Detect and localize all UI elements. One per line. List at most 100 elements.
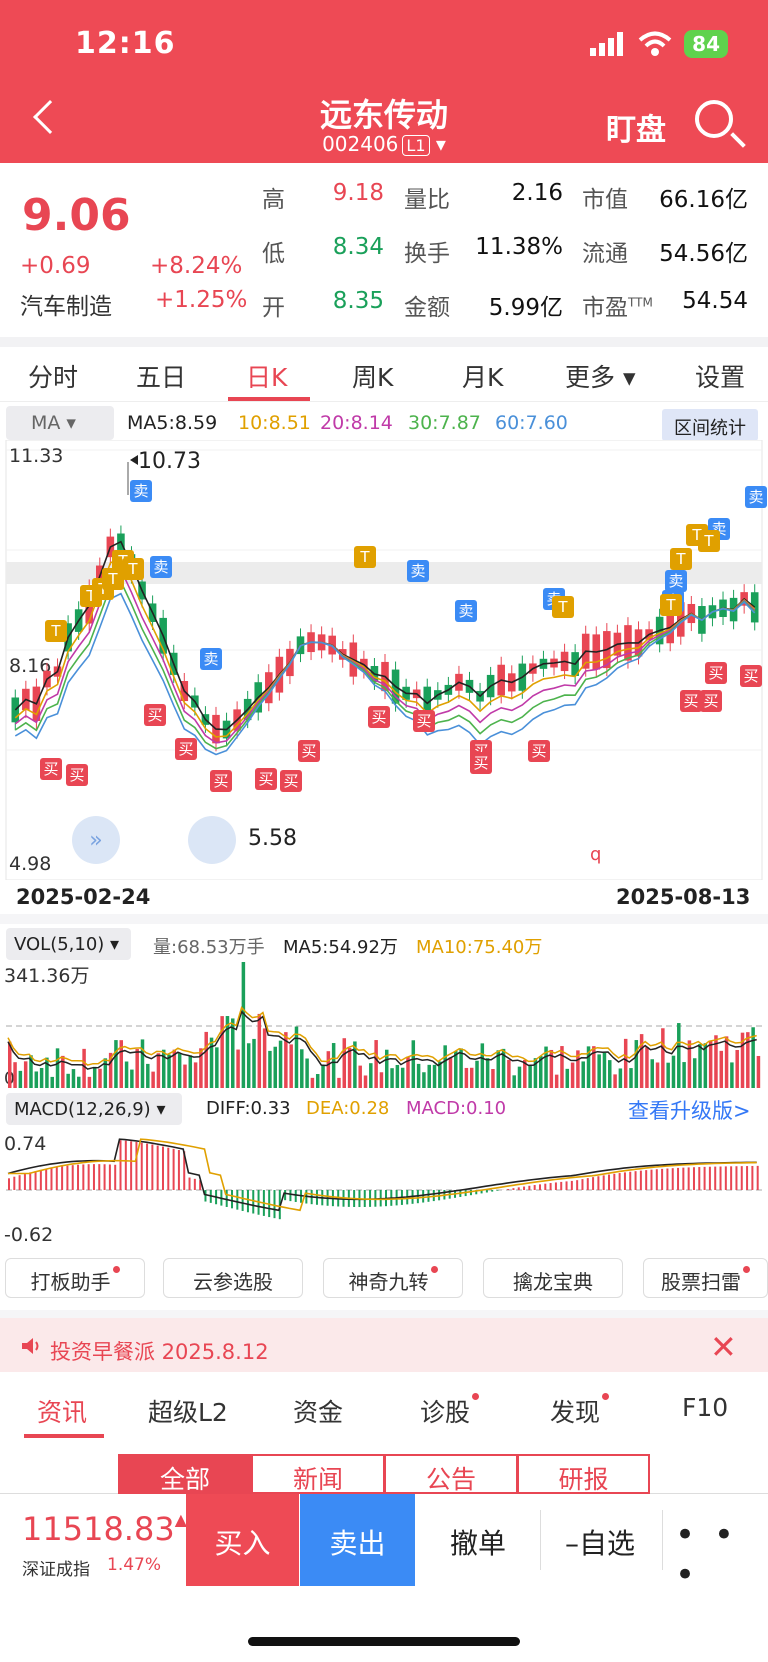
volume-bar [156, 1053, 161, 1088]
tool-button[interactable]: 打板助手 [5, 1258, 145, 1298]
volume-bar [310, 1077, 315, 1088]
info-tab[interactable]: 超级L2 [148, 1393, 228, 1429]
signal-label: 卖 [133, 482, 148, 500]
remove-watchlist-button[interactable]: –自选 [564, 1527, 635, 1560]
macd-chart[interactable]: 0.74 -0.62 [0, 1126, 768, 1256]
buy-signal: 买 [144, 704, 166, 726]
kline-chart[interactable]: 11.338.164.9810.735.58买 买买买买买买买买 买买买买买 买买买卖… [0, 440, 768, 880]
info-tab[interactable]: 资讯 [37, 1393, 87, 1429]
macd-bar [565, 1181, 568, 1190]
signal-label: 买 [371, 708, 386, 726]
vol-select[interactable]: VOL(5,10) ▾ [6, 928, 131, 960]
vol-select-label: VOL(5,10) [14, 934, 105, 955]
upgrade-link[interactable]: 查看升级版> [628, 1099, 751, 1123]
signal-label: 卖 [153, 558, 168, 576]
macd-bar [45, 1168, 48, 1190]
stat-label-sup: TTM [628, 295, 653, 310]
kline-tab[interactable]: 设置 [695, 358, 745, 394]
macd-min-label: -0.62 [4, 1224, 53, 1246]
macd-select[interactable]: MACD(12,26,9) ▾ [6, 1093, 182, 1125]
kline-tab[interactable]: 日K [246, 358, 287, 394]
buy-signal: 买 [175, 738, 197, 760]
kline-tab[interactable]: 分时 [28, 358, 78, 394]
macd-bar [294, 1190, 297, 1202]
home-indicator [248, 1637, 520, 1646]
macd-bar [87, 1164, 90, 1190]
sector-name[interactable]: 汽车制造 [20, 294, 112, 320]
macd-bar [103, 1164, 106, 1190]
watch-button[interactable]: 盯盘 [606, 113, 666, 148]
volume-chart[interactable]: 341.36万0 [0, 962, 768, 1090]
macd-bar [114, 1164, 117, 1190]
signal-label: T [675, 550, 686, 568]
macd-bar [18, 1175, 21, 1190]
macd-bar [560, 1181, 563, 1190]
zoom-icon[interactable] [188, 816, 236, 864]
expand-icon[interactable] [72, 816, 120, 864]
macd-bar [130, 1141, 133, 1190]
tool-button[interactable]: 股票扫雷 [643, 1258, 768, 1298]
stock-code[interactable]: 002406 L1 ▾ [322, 132, 446, 156]
signal-label: 卖 [748, 488, 763, 506]
volume-bar [554, 1074, 559, 1088]
info-tab[interactable]: 诊股 [420, 1393, 480, 1429]
notification-dot [112, 1266, 120, 1273]
kline-tab-label: 设置 [695, 363, 746, 392]
macd-bar [682, 1167, 685, 1190]
buy-signal: 买 [298, 740, 320, 762]
buy-button[interactable]: 买入 [186, 1494, 299, 1586]
volume-bar [151, 1071, 155, 1088]
t-signal: T [670, 548, 692, 570]
volume-bar [661, 1028, 665, 1088]
macd-bar [666, 1168, 669, 1190]
range-stat-button[interactable]: 区间统计 [662, 409, 758, 441]
stat-label-text: 换手 [404, 241, 450, 267]
caret-down-icon: ▾ [615, 363, 636, 392]
volume-bar [273, 1046, 277, 1088]
t-signal: T [122, 558, 144, 580]
news-sub-tab[interactable]: 新闻 [251, 1454, 385, 1494]
volume-bar [549, 1049, 554, 1088]
tool-button[interactable]: 擒龙宝典 [483, 1258, 623, 1298]
news-sub-tab[interactable]: 公告 [384, 1454, 518, 1494]
kline-tab[interactable]: 周K [352, 358, 393, 394]
macd-bar [724, 1166, 727, 1190]
sell-signal: 卖 [150, 556, 172, 578]
kline-tab[interactable]: 更多 ▾ [565, 358, 636, 394]
t-signal: T [660, 594, 682, 616]
kline-tab[interactable]: 月K [462, 358, 503, 394]
promo-text[interactable]: 投资早餐派 2025.8.12 [50, 1340, 269, 1364]
macd-bar [677, 1167, 680, 1190]
more-button[interactable]: • • • [675, 1515, 738, 1595]
ma-select[interactable]: MA ▾ [6, 406, 114, 440]
macd-bar [77, 1164, 80, 1190]
sell-button[interactable]: 卖出 [300, 1494, 415, 1586]
volume-bar [29, 1055, 33, 1088]
info-tab[interactable]: F10 [682, 1393, 728, 1422]
volume-bar [475, 1060, 479, 1088]
macd-bar [586, 1178, 589, 1190]
volume-bar [459, 1048, 463, 1088]
close-icon[interactable]: ✕ [710, 1328, 737, 1366]
stat-label: 高 [262, 180, 285, 214]
promo-banner[interactable] [0, 1318, 768, 1372]
tool-button[interactable]: 云参选股 [163, 1258, 303, 1298]
index-value[interactable]: 11518.83▲ [22, 1510, 187, 1548]
kline-tab[interactable]: 五日 [136, 358, 186, 394]
header-bar: 12:16 84 远东传动 002406 L1 ▾ 盯盘 [0, 0, 768, 163]
news-sub-tab[interactable]: 全部 [118, 1454, 252, 1494]
macd-bar [655, 1169, 658, 1190]
news-sub-tab[interactable]: 研报 [517, 1454, 650, 1494]
volume-bar [576, 1050, 580, 1088]
search-icon[interactable] [695, 100, 733, 138]
info-tab[interactable]: 发现 [550, 1393, 610, 1429]
signal-label: T [127, 560, 138, 578]
buy-signal: 买 [255, 768, 277, 790]
signal-label: 卖 [668, 572, 683, 590]
cancel-order-button[interactable]: 撤单 [449, 1527, 506, 1560]
tool-button[interactable]: 神奇九转 [323, 1258, 463, 1298]
volume-bar [432, 1064, 437, 1088]
buy-signal: 买 [680, 690, 702, 712]
volume-bar [501, 1048, 506, 1088]
info-tab[interactable]: 资金 [293, 1393, 343, 1429]
